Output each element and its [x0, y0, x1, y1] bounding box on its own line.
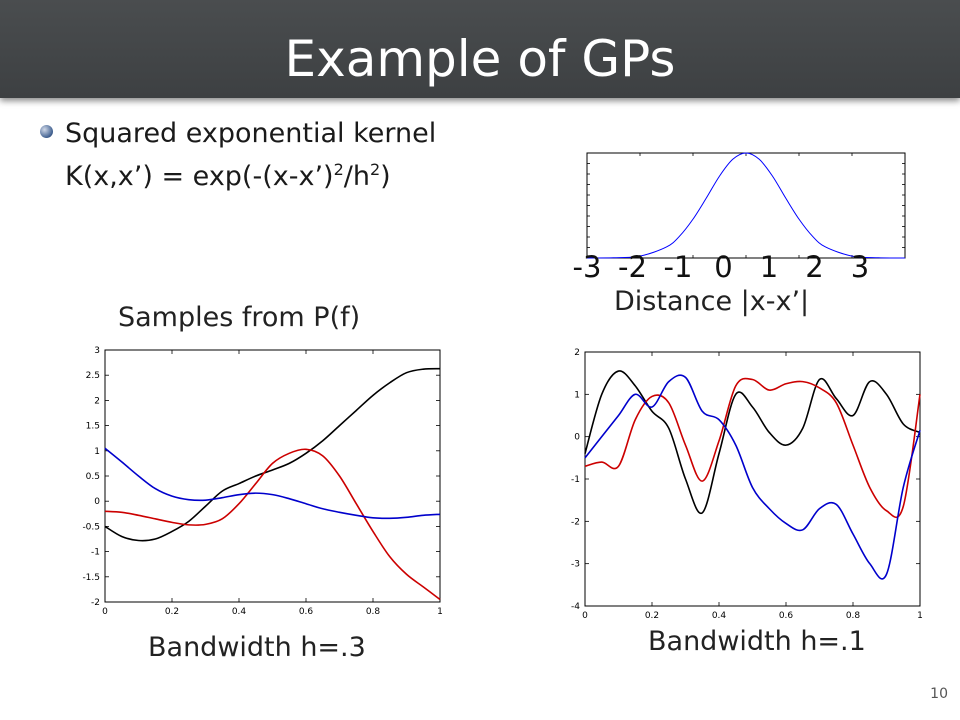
distance-label: Distance |x-x’| — [614, 286, 810, 317]
samples-plot-h03: -2 -1.5 -1 -0.5 0 0.5 1 1.5 2 2.5 3 0 0.2 0.4 0.6 0.8 1 — [82, 346, 443, 617]
y-tick-label: 1 — [94, 447, 100, 457]
x-tick-label: 0.4 — [232, 607, 247, 617]
formula-part: K(x,x’) = exp(-(x-x’) — [65, 161, 334, 192]
bandwidth-right-label: Bandwidth h=.1 — [648, 626, 866, 657]
y-tick-label: 3 — [94, 346, 100, 356]
x-tick-label: 0 — [582, 611, 588, 621]
y-tick-label: -1 — [91, 548, 100, 558]
kernel-x-tick-label: -3 — [572, 250, 602, 284]
y-tick-label: 2.5 — [86, 371, 100, 381]
y-tick-label: -2 — [571, 517, 580, 527]
slide-title: Example of GPs — [284, 30, 676, 88]
kernel-x-tick-label: 2 — [805, 250, 824, 284]
kernel-formula: K(x,x’) = exp(-(x-x’)2/h2) — [65, 160, 391, 192]
samples-label: Samples from P(f) — [118, 302, 361, 333]
series-line-1 — [104, 448, 441, 601]
kernel-plot — [586, 152, 906, 259]
x-tick-label: 0 — [102, 607, 108, 617]
y-tick-label: 0 — [94, 497, 100, 507]
y-tick-label: -3 — [571, 560, 580, 570]
y-tick-label: 0 — [574, 433, 580, 443]
kernel-x-tick-label: -2 — [618, 250, 647, 284]
x-tick-label: 0.4 — [712, 611, 727, 621]
y-tick-label: -2 — [91, 598, 100, 608]
bandwidth-left-label: Bandwidth h=.3 — [148, 632, 366, 663]
plot-frame — [584, 351, 921, 607]
plot-frame — [586, 152, 906, 259]
bullet-text: Squared exponential kernel — [65, 118, 437, 149]
y-tick-label: 0.5 — [86, 472, 100, 482]
x-tick-label: 0.8 — [366, 607, 381, 617]
y-tick-label: 1.5 — [86, 422, 100, 432]
series-line-0 — [584, 370, 921, 515]
y-tick-label: 1 — [574, 390, 580, 400]
kernel-x-tick-label: -1 — [663, 250, 693, 284]
plot-frame — [104, 349, 441, 603]
formula-part: /h — [343, 161, 370, 192]
kernel-x-ticks: -3 -2 -1 0 1 2 3 — [560, 250, 880, 284]
series-line-0 — [104, 367, 441, 542]
y-tick-label: -1.5 — [82, 573, 100, 583]
formula-exponent: 2 — [333, 160, 344, 179]
y-tick-label: -4 — [571, 602, 580, 612]
kernel-x-tick-label: 0 — [714, 250, 733, 284]
x-tick-label: 0.8 — [846, 611, 861, 621]
kernel-x-tick-label: 1 — [759, 250, 779, 284]
x-tick-label: 1 — [917, 611, 923, 621]
formula-exponent: 2 — [369, 160, 381, 179]
y-tick-label: 2 — [574, 348, 580, 358]
page-number: 10 — [930, 686, 948, 702]
title-bar — [0, 0, 960, 98]
bullet-dot-icon — [40, 125, 53, 138]
series-line-1 — [584, 377, 921, 519]
series-line-2 — [584, 374, 921, 580]
formula-part: ) — [380, 161, 391, 192]
bullet-item: Squared exponential kernel — [40, 118, 436, 149]
y-tick-label: -0.5 — [82, 522, 100, 532]
series-line-2 — [104, 447, 441, 520]
kernel-x-tick-label: 3 — [850, 250, 870, 284]
x-tick-label: 0.6 — [779, 611, 794, 621]
samples-plot-h01: -4 -3 -2 -1 0 1 2 0 0.2 0.4 0.6 0.8 1 — [571, 348, 923, 621]
x-tick-label: 0.2 — [165, 607, 179, 617]
x-tick-label: 0.2 — [645, 611, 659, 621]
y-tick-label: 2 — [94, 396, 100, 406]
series-line-0 — [586, 152, 906, 259]
x-tick-label: 0.6 — [299, 607, 314, 617]
x-tick-label: 1 — [437, 607, 443, 617]
y-tick-label: -1 — [571, 475, 580, 485]
